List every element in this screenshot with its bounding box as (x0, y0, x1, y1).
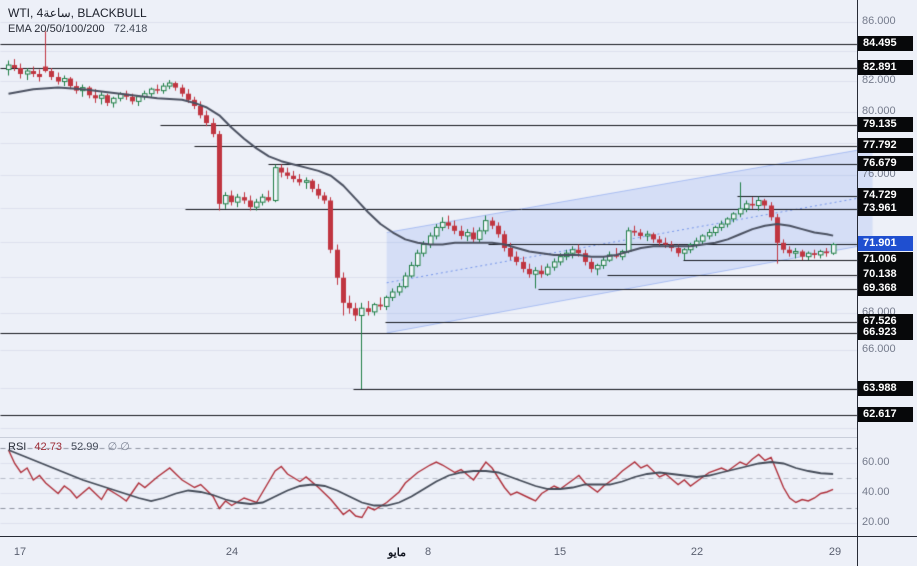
price-axis-grid-label: 76.000 (862, 168, 896, 181)
rsi-axis-grid-label: 60.00 (862, 456, 890, 468)
price-axis-grid-label: 66.000 (862, 343, 896, 356)
time-axis-label: 8 (424, 546, 432, 558)
time-axis-label: 29 (828, 546, 842, 558)
ema-indicator-label: EMA 20/50/100/200 (8, 23, 105, 35)
price-axis-grid-label: 82.000 (862, 74, 896, 87)
rsi-hidden-icon[interactable]: ∅ ∅ (107, 441, 130, 453)
price-level-label[interactable]: 74.729 (858, 188, 913, 204)
price-level-label[interactable]: 69.368 (858, 280, 913, 296)
price-level-label[interactable]: 62.617 (858, 407, 913, 423)
time-axis-label: 22 (690, 546, 704, 558)
price-level-label[interactable]: 79.135 (858, 117, 913, 133)
rsi-indicator-label: RSI (8, 441, 27, 453)
ema-indicator-legend[interactable]: EMA 20/50/100/200 72.418 (8, 23, 147, 35)
price-level-label[interactable]: 82.891 (858, 59, 913, 75)
time-axis-label: 24 (225, 546, 239, 558)
rsi-axis-grid-label: 40.00 (862, 486, 890, 498)
rsi-value: 42.73 (34, 441, 62, 453)
price-level-label[interactable]: 70.138 (858, 266, 913, 282)
price-level-label[interactable]: 76.679 (858, 156, 913, 172)
last-price-label[interactable]: 71.901 (858, 236, 913, 252)
time-axis-label: مايو (388, 547, 406, 559)
time-axis-label: 17 (13, 546, 27, 558)
time-axis-label: 15 (553, 546, 567, 558)
price-level-label[interactable]: 63.988 (858, 380, 913, 396)
price-level-label[interactable]: 77.792 (858, 138, 913, 154)
symbol-title[interactable]: WTI, 4ساعة, BLACKBULL (8, 6, 147, 20)
rsi-axis-grid-label: 20.00 (862, 516, 890, 528)
price-level-label[interactable]: 71.006 (858, 251, 913, 267)
price-axis-grid-label: 86.000 (862, 15, 896, 27)
rsi-ma-value: 52.99 (71, 441, 99, 453)
ema-indicator-value: 72.418 (113, 23, 148, 35)
price-axis-divider (857, 0, 858, 566)
symbol-title-text: WTI, 4ساعة, BLACKBULL (8, 6, 147, 20)
rsi-indicator-legend[interactable]: RSI 42.73 52.99 ∅ ∅ (8, 440, 130, 453)
price-axis-grid-label: 80.000 (862, 104, 896, 117)
price-level-label[interactable]: 66.923 (858, 324, 913, 340)
time-axis-divider (0, 536, 917, 537)
price-level-label[interactable]: 73.961 (858, 201, 913, 216)
price-level-label[interactable]: 84.495 (858, 35, 913, 51)
pane-divider[interactable] (0, 437, 857, 438)
